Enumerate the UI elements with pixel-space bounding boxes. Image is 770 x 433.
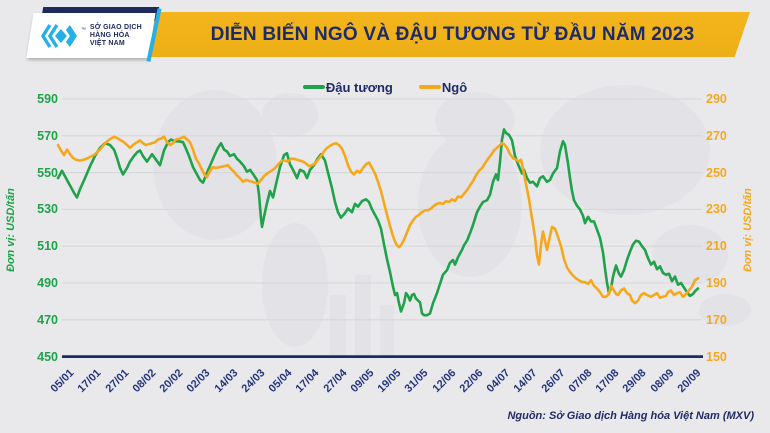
header: ™ SỞ GIAO DỊCH HÀNG HÓA VIỆT NAM DIỄN BI… — [0, 0, 770, 64]
y-tick-label-right: 230 — [706, 202, 727, 217]
series-line-ngô — [56, 135, 700, 305]
y-axis-right-title: Đơn vị: USD/tấn — [741, 188, 754, 272]
legend-label: Đậu tương — [325, 79, 393, 95]
y-tick-label-left: 450 — [37, 349, 58, 364]
y-tick-label-right: 210 — [706, 239, 727, 254]
legend-item-đậu-tương: Đậu tương — [302, 79, 393, 95]
title-ribbon — [50, 12, 750, 57]
source-credit: Nguồn: Sở Giao dịch Hàng hóa Việt Nam (M… — [507, 410, 754, 422]
logo-line-3: VIỆT NAM — [89, 39, 125, 47]
legend-swatch — [418, 85, 441, 89]
trademark-symbol: ™ — [80, 26, 86, 33]
gridlines — [62, 98, 702, 321]
logo-line-2: HÀNG HÓA — [89, 31, 130, 39]
y-tick-label-right: 150 — [706, 349, 727, 364]
y-tick-label-left: 490 — [37, 276, 58, 290]
y-tick-label-right: 290 — [706, 92, 727, 106]
y-tick-label-right: 170 — [706, 312, 727, 327]
y-tick-label-left: 530 — [37, 202, 58, 217]
y-tick-label-left: 510 — [37, 239, 58, 254]
chart-legend: Đậu tương Ngô — [0, 79, 770, 95]
page-title: DIỄN BIẾN NGÔ VÀ ĐẬU TƯƠNG TỪ ĐẦU NĂM 20… — [210, 23, 695, 45]
y-tick-label-left: 570 — [37, 128, 58, 143]
mxv-logo: ™ SỞ GIAO DỊCH HÀNG HÓA VIỆT NAM — [26, 13, 156, 58]
logo-line-1: SỞ GIAO DỊCH — [89, 23, 142, 31]
y-tick-label-left: 590 — [37, 92, 58, 106]
legend-label: Ngô — [441, 79, 468, 95]
y-tick-label-right: 270 — [706, 128, 727, 143]
logo-text: SỞ GIAO DỊCH HÀNG HÓA VIỆT NAM — [90, 24, 142, 48]
mxv-emblem-icon — [40, 23, 77, 48]
y-tick-label-right: 190 — [706, 276, 727, 290]
world-map-watermark — [153, 85, 751, 357]
y-axis-left-title: Đơn vị: USD/tấn — [4, 188, 17, 272]
data-series-lines — [56, 128, 700, 317]
y-tick-label-left: 550 — [37, 165, 58, 180]
series-line-đậu-tương — [56, 128, 700, 317]
legend-swatch — [302, 85, 325, 89]
legend-item-ngô: Ngô — [418, 79, 468, 95]
y-tick-label-left: 470 — [37, 312, 58, 327]
y-tick-label-right: 250 — [706, 165, 727, 180]
